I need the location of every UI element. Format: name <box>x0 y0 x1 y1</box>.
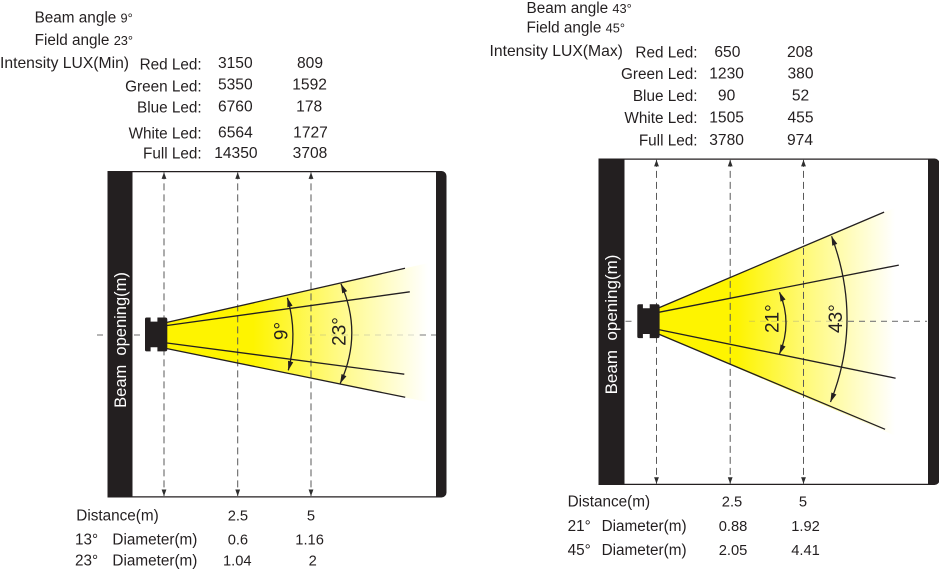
svg-text:2.5: 2.5 <box>228 509 248 525</box>
svg-text:2.5: 2.5 <box>722 495 742 511</box>
svg-text:2: 2 <box>309 554 317 570</box>
svg-text:Full Led:: Full Led: <box>639 132 698 149</box>
svg-text:Green Led:: Green Led: <box>125 78 202 95</box>
svg-text:3150: 3150 <box>218 55 253 72</box>
svg-text:380: 380 <box>787 66 813 83</box>
svg-text:974: 974 <box>787 132 813 149</box>
svg-text:1.04: 1.04 <box>223 554 252 570</box>
svg-text:5350: 5350 <box>218 77 253 94</box>
svg-text:Field angle 23°: Field angle 23° <box>35 32 133 49</box>
svg-text:Diameter(m): Diameter(m) <box>112 553 197 570</box>
svg-text:455: 455 <box>787 109 813 126</box>
svg-text:178: 178 <box>296 99 322 116</box>
svg-text:650: 650 <box>714 44 740 61</box>
svg-text:Field angle 45°: Field angle 45° <box>527 19 625 36</box>
svg-text:9°: 9° <box>272 322 293 340</box>
svg-text:0.6: 0.6 <box>228 533 248 549</box>
svg-text:5: 5 <box>307 509 315 525</box>
svg-text:208: 208 <box>787 44 813 61</box>
svg-text:3780: 3780 <box>709 132 744 149</box>
svg-text:3708: 3708 <box>293 145 328 162</box>
svg-text:14350: 14350 <box>214 145 258 162</box>
svg-text:Beam angle 43°: Beam angle 43° <box>527 0 632 17</box>
svg-text:6760: 6760 <box>218 99 253 116</box>
svg-text:21°: 21° <box>568 518 591 535</box>
svg-text:1.16: 1.16 <box>295 533 324 549</box>
svg-text:1505: 1505 <box>709 109 744 126</box>
svg-text:Red Led:: Red Led: <box>140 56 202 73</box>
svg-text:Distance(m): Distance(m) <box>568 494 650 511</box>
svg-text:23°: 23° <box>329 317 350 346</box>
svg-text:Intensity LUX(Min): Intensity LUX(Min) <box>0 55 129 72</box>
svg-text:Intensity LUX(Max): Intensity LUX(Max) <box>490 43 623 60</box>
svg-text:809: 809 <box>297 55 323 72</box>
svg-text:1230: 1230 <box>709 66 744 83</box>
svg-text:52: 52 <box>792 88 809 105</box>
svg-text:Diameter(m): Diameter(m) <box>602 518 687 535</box>
svg-text:43°: 43° <box>826 304 847 333</box>
svg-text:5: 5 <box>799 495 807 511</box>
svg-text:90: 90 <box>718 88 736 105</box>
svg-text:6564: 6564 <box>218 125 253 142</box>
svg-text:4.41: 4.41 <box>791 543 820 559</box>
svg-text:Full Led:: Full Led: <box>143 146 202 163</box>
svg-text:White Led:: White Led: <box>624 110 697 127</box>
svg-text:2.05: 2.05 <box>719 543 748 559</box>
svg-text:21°: 21° <box>763 304 784 333</box>
svg-text:Beam opening(m): Beam opening(m) <box>112 272 130 408</box>
svg-text:Diameter(m): Diameter(m) <box>602 542 687 559</box>
svg-text:45°: 45° <box>568 542 591 559</box>
svg-text:1592: 1592 <box>292 77 327 94</box>
svg-text:White Led:: White Led: <box>129 126 202 143</box>
svg-text:Distance(m): Distance(m) <box>76 508 158 525</box>
svg-text:Beam angle 9°: Beam angle 9° <box>35 10 133 27</box>
svg-text:1.92: 1.92 <box>791 519 820 535</box>
svg-text:0.88: 0.88 <box>719 519 748 535</box>
svg-text:Blue Led:: Blue Led: <box>633 88 698 105</box>
svg-text:Beam opening(m): Beam opening(m) <box>602 255 621 395</box>
svg-text:Blue Led:: Blue Led: <box>137 100 202 117</box>
svg-text:23°: 23° <box>75 553 98 570</box>
svg-text:Green Led:: Green Led: <box>621 66 698 83</box>
svg-text:13°: 13° <box>75 532 98 549</box>
svg-text:Red Led:: Red Led: <box>635 44 697 61</box>
svg-text:1727: 1727 <box>293 125 328 142</box>
svg-text:Diameter(m): Diameter(m) <box>112 532 197 549</box>
